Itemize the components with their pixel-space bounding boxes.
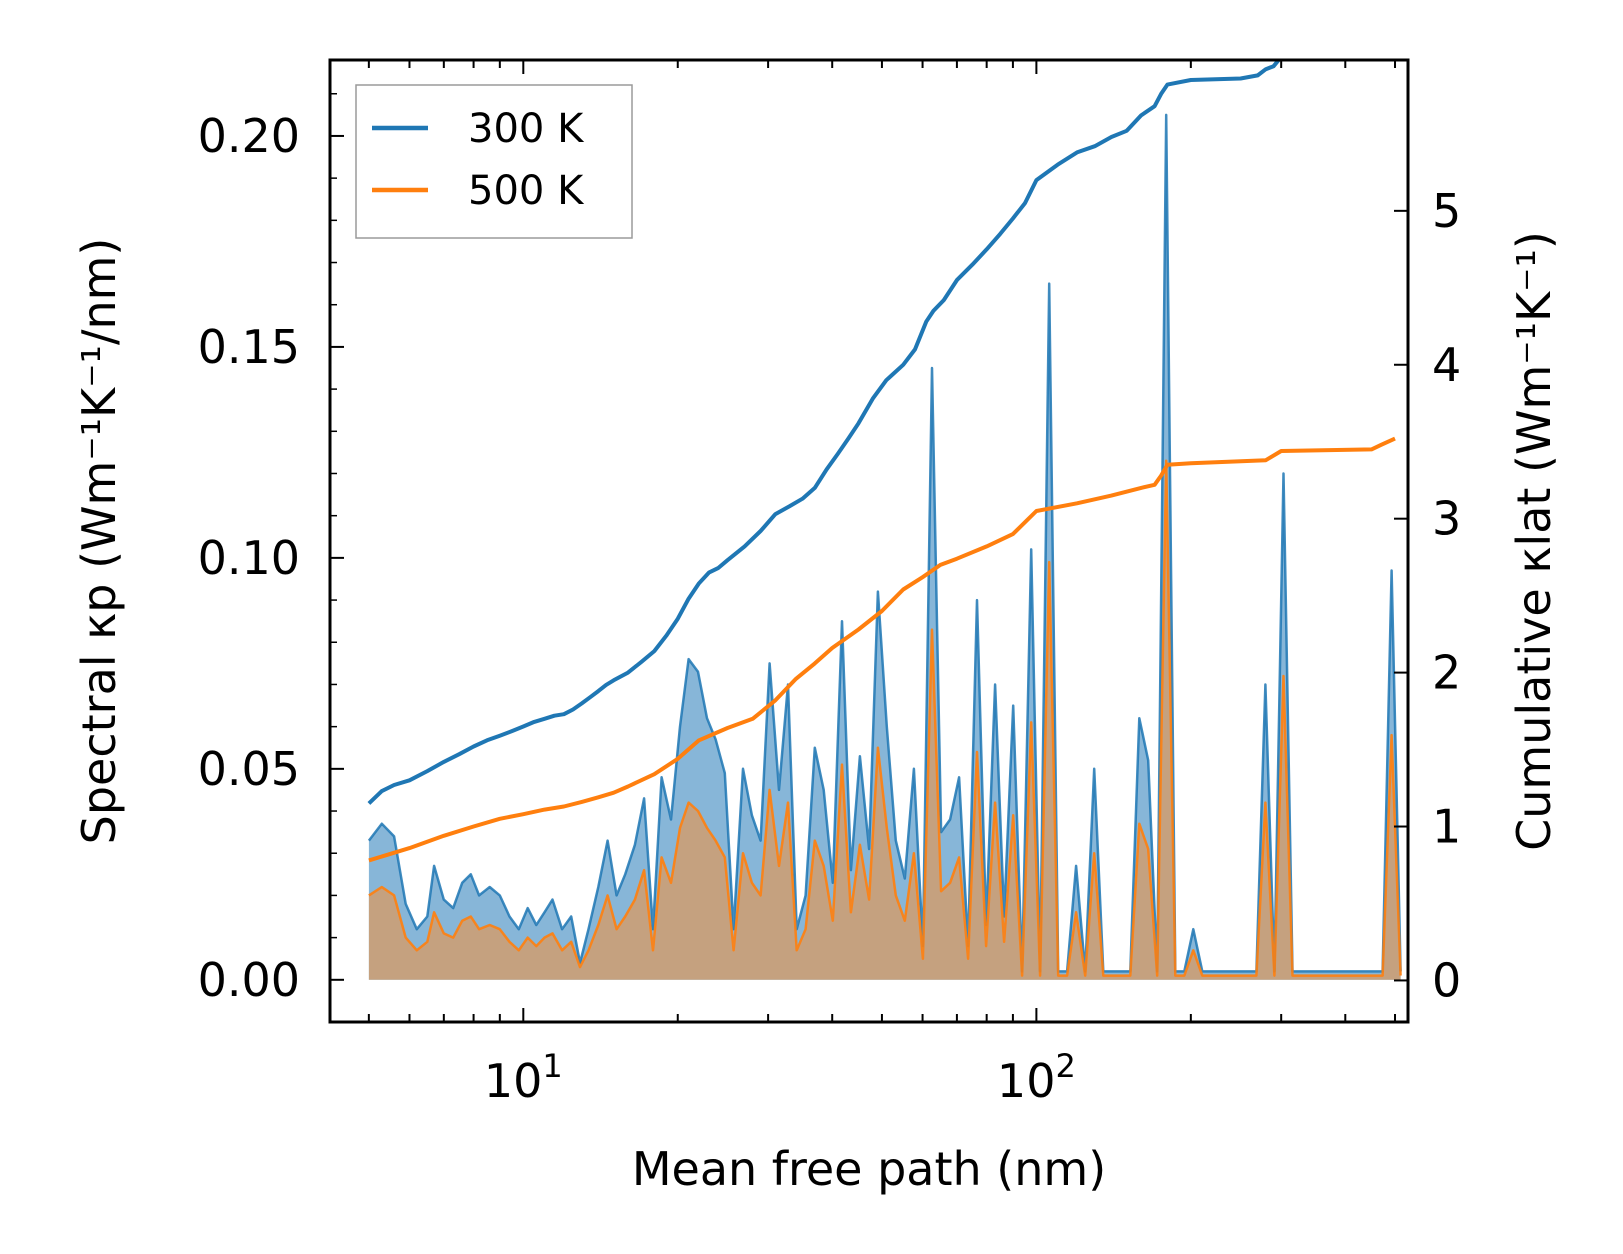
- y-right-tick-label: 4: [1432, 338, 1461, 392]
- y-right-tick-label: 2: [1432, 646, 1461, 700]
- y-axis-right-title-text: Cumulative κlat (Wm⁻¹K⁻¹): [1507, 231, 1561, 851]
- y-left-tick-label: 0.10: [198, 531, 300, 585]
- spectral-fill-500k: [368, 460, 1401, 980]
- legend-label-500k: 500 K: [468, 168, 585, 214]
- spectral-fills: [368, 114, 1401, 980]
- plot-frame: [328, 58, 1410, 1024]
- legend: 300 K 500 K: [355, 84, 633, 239]
- y-left-tick-label: 0.00: [198, 953, 300, 1007]
- x-tick-label: 102: [997, 1047, 1076, 1108]
- x-tick-label: 101: [484, 1047, 563, 1108]
- y-left-tick-label: 0.15: [198, 320, 300, 374]
- spectral-lines: [367, 113, 1402, 977]
- x-tick-label-exponent: 1: [542, 1047, 562, 1085]
- y-right-tick-label: 0: [1432, 953, 1461, 1007]
- cumulative-line-300k: [367, 60, 1282, 805]
- x-tick-label-exponent: 2: [1055, 1047, 1075, 1085]
- x-tick-label-base: 10: [484, 1054, 543, 1108]
- y-axis-left-title: Spectral κp (Wm⁻¹K⁻¹/nm): [72, 238, 126, 845]
- spectral-fill-300k: [368, 114, 1401, 980]
- y-axis-right-title: Cumulative κlat (Wm⁻¹K⁻¹): [1507, 231, 1561, 851]
- y-right-tick-label: 5: [1432, 184, 1461, 238]
- spectral-line-300k: [367, 113, 1402, 973]
- y-left-tick-label: 0.05: [198, 742, 300, 796]
- y-right-tick-label: 3: [1432, 492, 1461, 546]
- cumulative-lines: [367, 60, 1396, 863]
- y-axis-left-title-text: Spectral κp (Wm⁻¹K⁻¹/nm): [72, 238, 126, 845]
- x-tick-label-base: 10: [997, 1054, 1056, 1108]
- x-axis-title: Mean free path (nm): [632, 1142, 1106, 1196]
- y-left-tick-label: 0.20: [198, 109, 300, 163]
- y-right-tick-label: 1: [1432, 800, 1461, 854]
- spectral-line-500k: [368, 459, 1402, 977]
- legend-box: [355, 84, 633, 239]
- ticks: [330, 60, 1408, 1022]
- legend-label-300k: 300 K: [468, 106, 585, 152]
- cumulative-line-500k: [368, 436, 1396, 863]
